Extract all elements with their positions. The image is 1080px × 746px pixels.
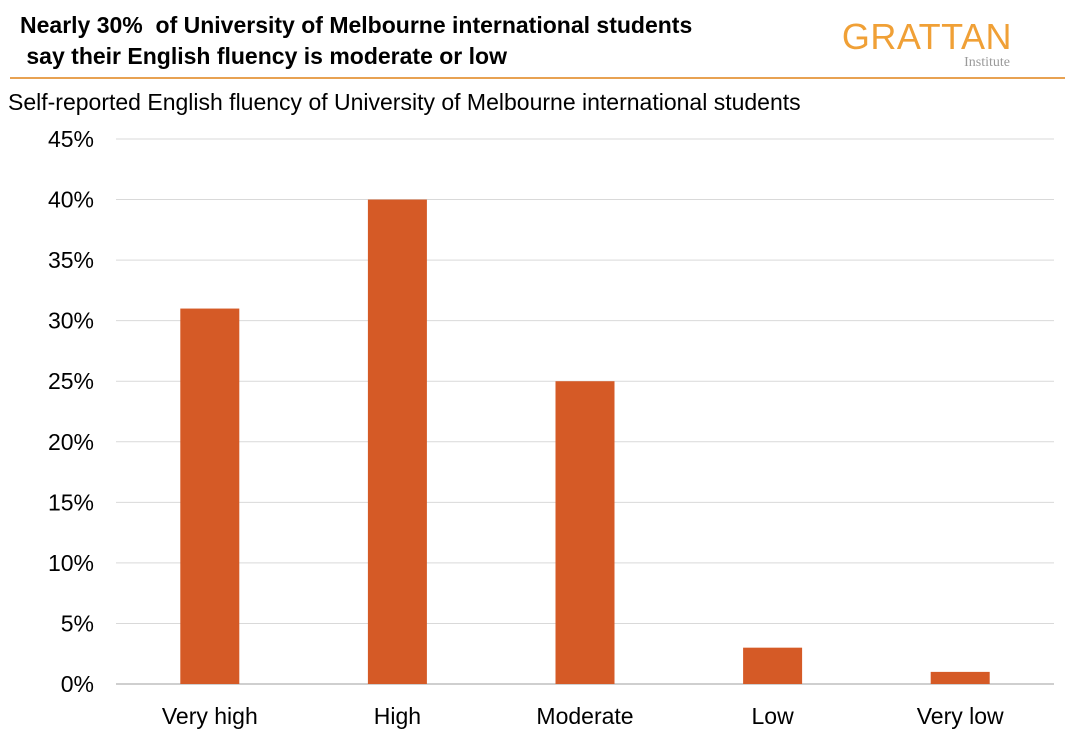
header-divider: [10, 77, 1065, 79]
x-tick-label: Very low: [917, 703, 1004, 729]
bar-high: [367, 199, 427, 685]
y-tick-label: 30%: [48, 308, 94, 334]
y-tick-label: 35%: [48, 247, 94, 273]
chart-subtitle: Self-reported English fluency of Univers…: [8, 89, 801, 115]
y-tick-label: 40%: [48, 187, 94, 213]
bar-moderate: [555, 381, 615, 684]
y-tick-label: 5%: [61, 610, 94, 636]
y-tick-label: 10%: [48, 550, 94, 576]
x-tick-label: Very high: [162, 703, 258, 729]
y-tick-label: 45%: [48, 126, 94, 152]
bar-very-low: [930, 671, 990, 684]
y-tick-label: 25%: [48, 368, 94, 394]
y-tick-label: 0%: [61, 671, 94, 697]
grattan-logo: GRATTAN Institute: [842, 18, 1012, 70]
bar-very-high: [180, 308, 240, 684]
chart-title: Nearly 30% of University of Melbourne in…: [20, 10, 820, 72]
y-tick-label: 15%: [48, 489, 94, 515]
x-tick-label: Low: [751, 703, 794, 729]
chart-title-line-2: say their English fluency is moderate or…: [20, 43, 507, 69]
x-tick-label: High: [374, 703, 421, 729]
x-tick-label: Moderate: [536, 703, 633, 729]
logo-wordmark: GRATTAN: [841, 16, 1012, 57]
y-tick-label: 20%: [48, 429, 94, 455]
logo-subtext: Institute: [964, 55, 1010, 70]
chart-title-line-1: Nearly 30% of University of Melbourne in…: [20, 12, 693, 38]
bar-low: [743, 647, 803, 684]
